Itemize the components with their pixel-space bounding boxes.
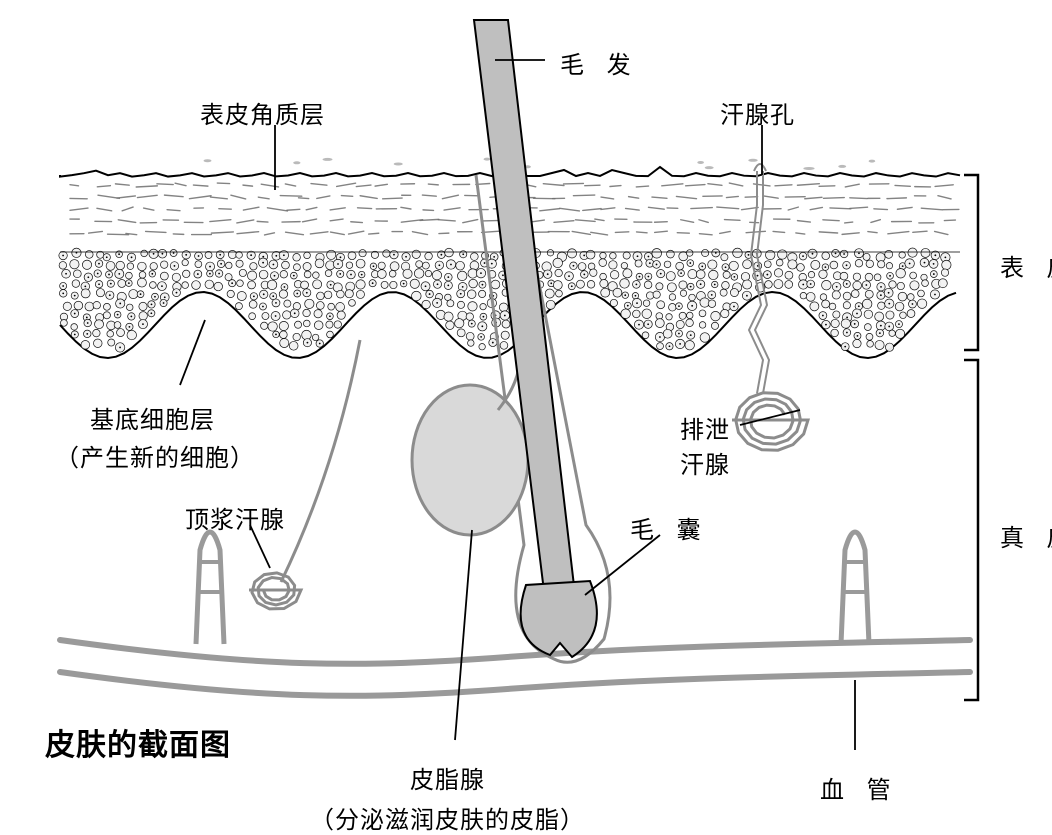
label-apocrine: 顶浆汗腺	[185, 500, 285, 535]
label-eccrine-1: 排泄	[680, 410, 730, 445]
label-sebaceous-2: （分泌滋润皮肤的皮脂）	[310, 800, 585, 835]
label-sebaceous-1: 皮脂腺	[410, 760, 485, 795]
sebaceous-gland	[412, 385, 528, 535]
label-epidermis: 表 皮	[1000, 248, 1052, 283]
apocrine-gland	[249, 340, 360, 609]
hair-unit	[412, 20, 610, 662]
label-vessel: 血 管	[820, 770, 899, 805]
layer-brackets	[964, 175, 978, 700]
label-sweat-pore: 汗腺孔	[720, 95, 795, 130]
label-hair: 毛 发	[560, 45, 639, 80]
label-stratum-corneum: 表皮角质层	[200, 95, 325, 130]
blood-vessels	[60, 532, 970, 696]
label-eccrine-2: 汗腺	[680, 445, 730, 480]
label-basal-2: （产生新的细胞）	[55, 438, 255, 473]
label-title: 皮肤的截面图	[45, 720, 231, 764]
label-basal-1: 基底细胞层	[90, 400, 215, 435]
label-follicle: 毛 囊	[630, 510, 709, 545]
label-dermis: 真 皮	[1000, 518, 1052, 553]
